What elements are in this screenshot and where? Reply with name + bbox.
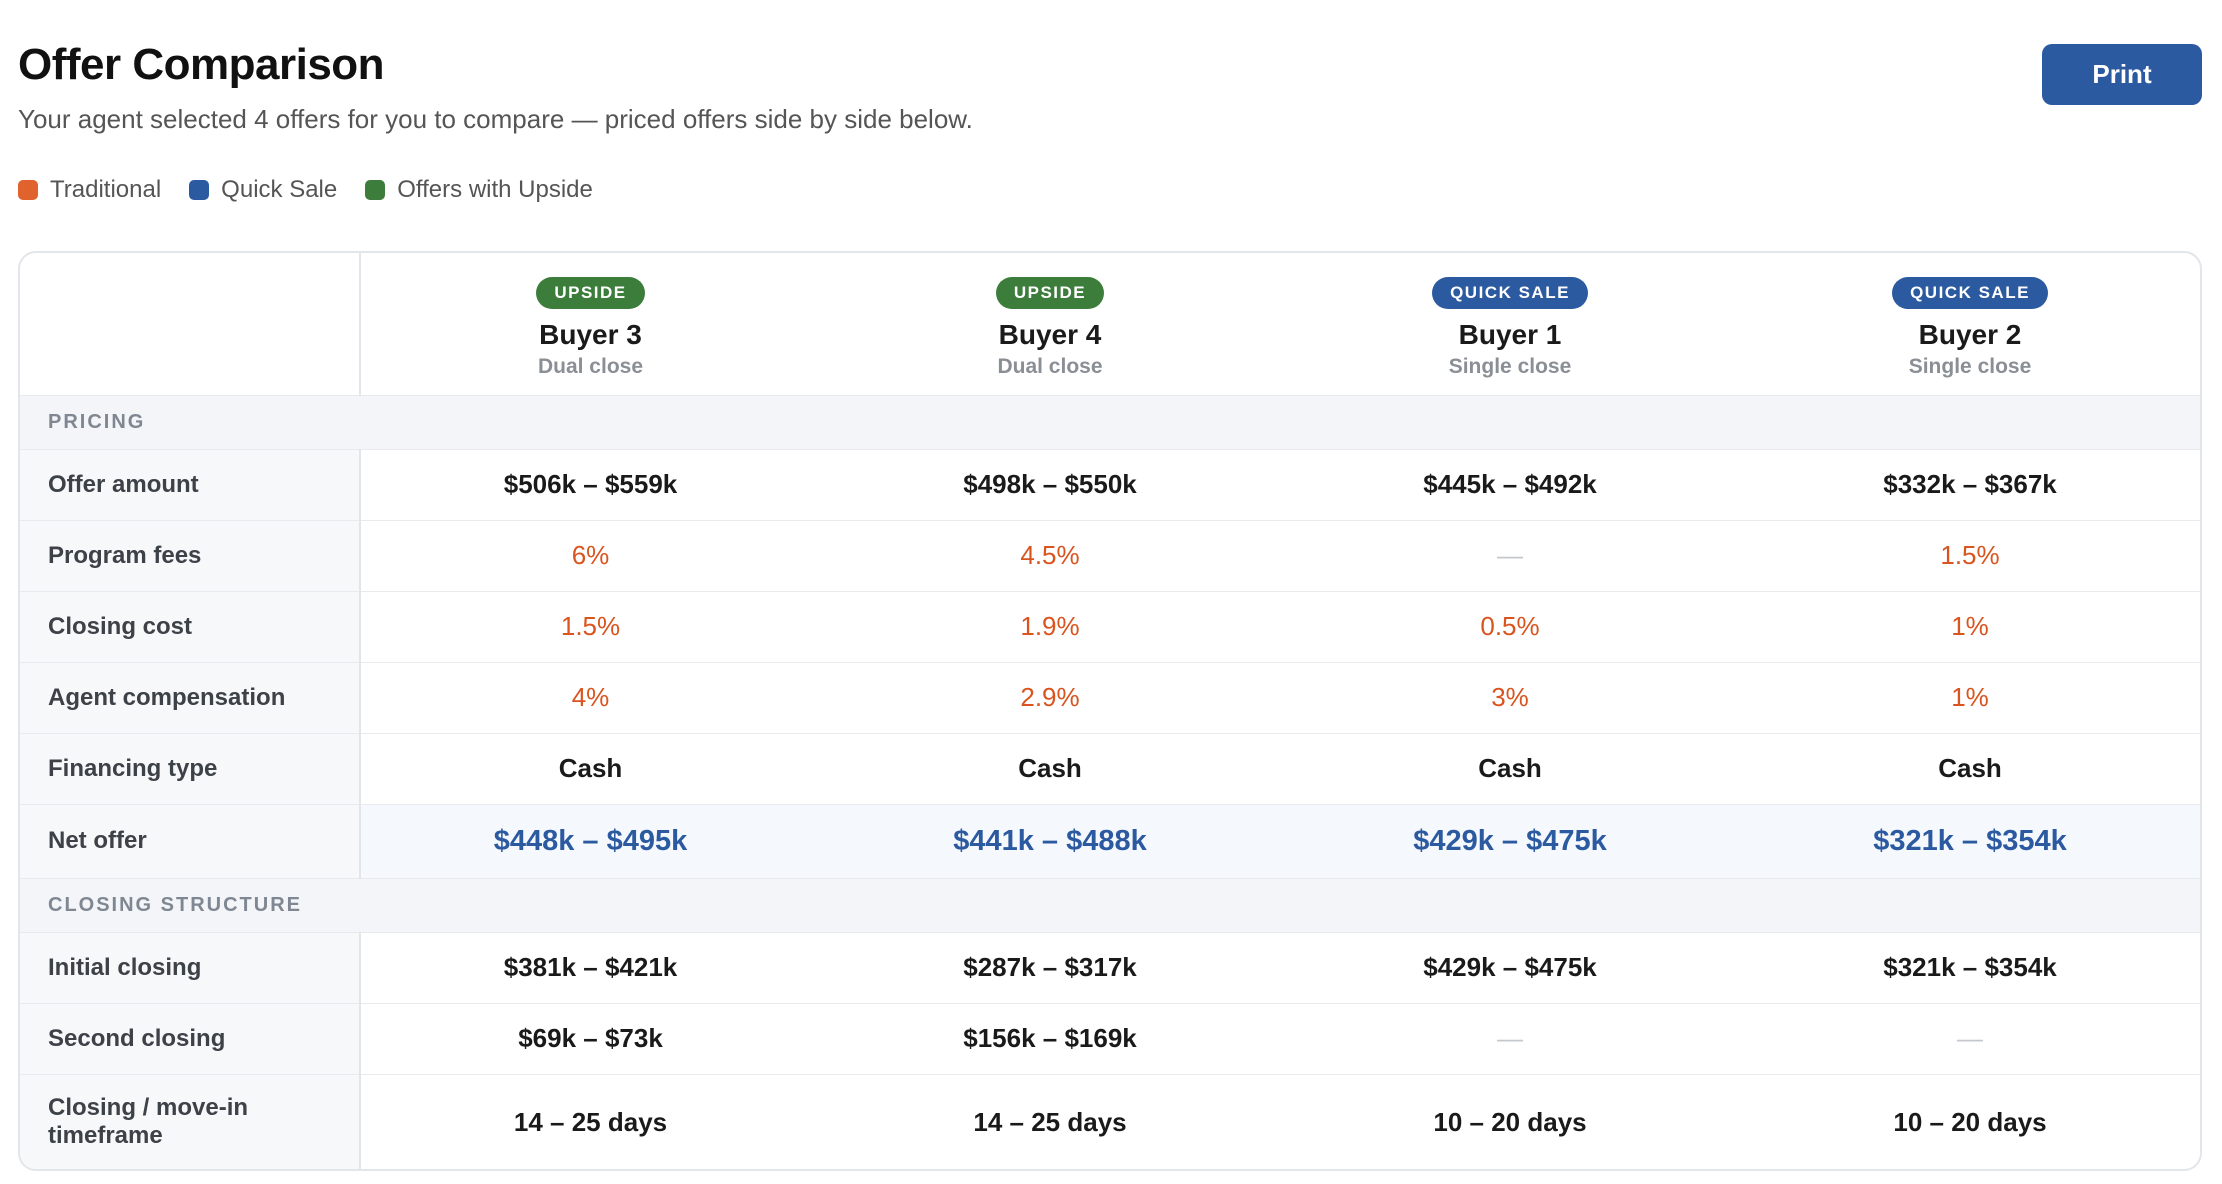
table-cell: 2.9% — [820, 661, 1280, 733]
offer-type-badge: UPSIDE — [995, 277, 1105, 309]
table-cell: 4% — [360, 661, 820, 733]
table-cell: $69k – $73k — [360, 1002, 820, 1074]
row-label: Net offer — [20, 803, 361, 878]
comparison-table-card: UPSIDE Buyer 3 Dual close UPSIDE Buyer 4… — [18, 251, 2202, 1171]
table-row-program-fees: Program fees 6% 4.5% — 1.5% — [20, 519, 2200, 591]
table-cell: $445k – $492k — [1280, 448, 1740, 520]
table-cell: Cash — [360, 732, 820, 804]
table-cell: — — [1280, 519, 1740, 591]
table-cell: $429k – $475k — [1280, 803, 1740, 878]
table-row-agent-compensation: Agent compensation 4% 2.9% 3% 1% — [20, 661, 2200, 733]
buyer-name: Buyer 3 — [539, 319, 642, 350]
buyer-close-type: Single close — [1448, 355, 1572, 378]
legend: Traditional Quick Sale Offers with Upsid… — [18, 176, 593, 204]
table-row-net-offer: Net offer $448k – $495k $441k – $488k $4… — [20, 803, 2200, 878]
offer-type-badge: UPSIDE — [536, 277, 645, 309]
page-subtitle: Your agent selected 4 offers for you to … — [18, 104, 973, 134]
table-cell: $448k – $495k — [360, 803, 820, 878]
page-title: Offer Comparison — [18, 40, 385, 89]
table-row-offer-amount: Offer amount $506k – $559k $498k – $550k… — [20, 448, 2200, 520]
table-cell: 4.5% — [820, 519, 1280, 591]
row-label: Second closing — [20, 1002, 361, 1074]
legend-item-quick-sale: Quick Sale — [189, 176, 337, 204]
buyer-name: Buyer 1 — [1458, 319, 1562, 350]
buyer-close-type: Dual close — [997, 355, 1103, 378]
legend-swatch-upside — [365, 180, 386, 200]
buyer-column-header: QUICK SALE Buyer 1 Single close — [1280, 253, 1740, 395]
table-cell: $441k – $488k — [820, 803, 1280, 878]
row-label: Financing type — [20, 732, 361, 804]
table-cell: $321k – $354k — [1740, 931, 2200, 1003]
table-cell: 1.9% — [820, 590, 1280, 662]
table-cell: Cash — [1280, 732, 1740, 804]
row-label: Initial closing — [20, 931, 361, 1003]
legend-item-traditional: Traditional — [18, 176, 161, 204]
buyer-name: Buyer 2 — [1918, 319, 2022, 350]
legend-swatch-quick-sale — [189, 180, 210, 200]
table-row-second-closing: Second closing $69k – $73k $156k – $169k… — [20, 1002, 2200, 1074]
table-row-closing-cost: Closing cost 1.5% 1.9% 0.5% 1% — [20, 590, 2200, 662]
table-cell: 14 – 25 days — [820, 1073, 1280, 1169]
offer-comparison-page: Offer Comparison Your agent selected 4 o… — [18, 0, 2202, 1171]
legend-item-upside: Offers with Upside — [365, 176, 593, 204]
row-label: Closing / move-in timeframe — [20, 1073, 361, 1169]
buyer-column-header: QUICK SALE Buyer 2 Single close — [1740, 253, 2200, 395]
header-corner — [20, 253, 361, 395]
buyer-column-header: UPSIDE Buyer 3 Dual close — [360, 253, 820, 395]
table-cell: $332k – $367k — [1740, 448, 2200, 520]
table-cell: 1.5% — [360, 590, 820, 662]
table-row-timeframe: Closing / move-in timeframe 14 – 25 days… — [20, 1073, 2200, 1169]
table-cell: $498k – $550k — [820, 448, 1280, 520]
buyer-name: Buyer 4 — [998, 319, 1102, 350]
table-row-financing-type: Financing type Cash Cash Cash Cash — [20, 732, 2200, 804]
table-cell: 10 – 20 days — [1280, 1073, 1740, 1169]
table-cell: 1% — [1740, 590, 2200, 662]
table-cell: $506k – $559k — [360, 448, 820, 520]
table-cell: $321k – $354k — [1740, 803, 2200, 878]
legend-label: Traditional — [50, 176, 162, 203]
section-header-pricing: PRICING — [20, 394, 2200, 449]
print-button[interactable]: Print — [2042, 44, 2202, 105]
buyer-column-header: UPSIDE Buyer 4 Dual close — [820, 253, 1280, 395]
table-cell: $287k – $317k — [820, 931, 1280, 1003]
offer-type-badge: QUICK SALE — [1892, 277, 2048, 309]
table-cell: 10 – 20 days — [1740, 1073, 2200, 1169]
buyer-header-row: UPSIDE Buyer 3 Dual close UPSIDE Buyer 4… — [20, 253, 2200, 395]
table-cell: $429k – $475k — [1280, 931, 1740, 1003]
table-cell: $156k – $169k — [820, 1002, 1280, 1074]
comparison-table: UPSIDE Buyer 3 Dual close UPSIDE Buyer 4… — [20, 253, 2200, 1169]
buyer-close-type: Single close — [1908, 355, 2032, 378]
table-cell: Cash — [1740, 732, 2200, 804]
table-cell: 1.5% — [1740, 519, 2200, 591]
page-header: Offer Comparison Your agent selected 4 o… — [18, 0, 2202, 160]
table-cell: 3% — [1280, 661, 1740, 733]
section-header-closing-structure: CLOSING STRUCTURE — [20, 877, 2200, 932]
table-cell: 6% — [360, 519, 820, 591]
table-cell: — — [1740, 1002, 2200, 1074]
table-cell: 0.5% — [1280, 590, 1740, 662]
row-label: Agent compensation — [20, 661, 361, 733]
table-cell: $381k – $421k — [360, 931, 820, 1003]
table-cell: 14 – 25 days — [360, 1073, 820, 1169]
table-cell: Cash — [820, 732, 1280, 804]
legend-label: Offers with Upside — [397, 176, 593, 203]
section-title: PRICING — [20, 394, 2200, 449]
offer-type-badge: QUICK SALE — [1432, 277, 1588, 309]
row-label: Closing cost — [20, 590, 361, 662]
table-cell: — — [1280, 1002, 1740, 1074]
section-title: CLOSING STRUCTURE — [20, 877, 2200, 932]
legend-label: Quick Sale — [221, 176, 338, 203]
legend-swatch-traditional — [18, 180, 38, 200]
row-label: Offer amount — [20, 448, 361, 520]
table-cell: 1% — [1740, 661, 2200, 733]
buyer-close-type: Dual close — [537, 355, 644, 378]
row-label: Program fees — [20, 519, 361, 591]
table-row-initial-closing: Initial closing $381k – $421k $287k – $3… — [20, 931, 2200, 1003]
